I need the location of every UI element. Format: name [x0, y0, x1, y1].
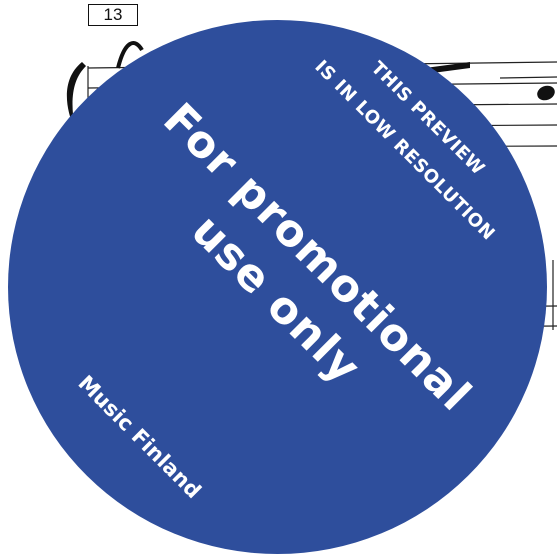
promo-seal [8, 20, 547, 554]
ledger-line [499, 76, 557, 79]
measure-number-box: 13 [88, 4, 138, 26]
slur-icon [116, 41, 144, 69]
note-head-icon [537, 85, 555, 101]
